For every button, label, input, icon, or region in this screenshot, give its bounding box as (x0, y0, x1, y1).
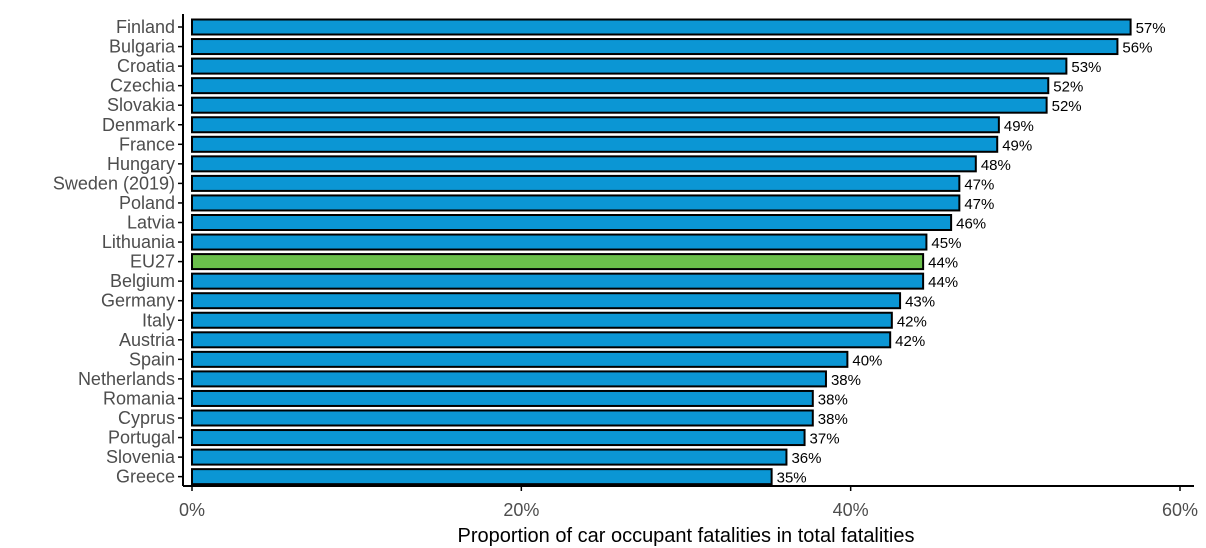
data-label: 47% (964, 196, 994, 213)
bar-greece (191, 468, 773, 486)
y-tick-label: Finland (116, 17, 175, 37)
y-tick-label: Croatia (117, 56, 176, 76)
y-tick-label: Portugal (108, 428, 175, 448)
bar-france (191, 135, 999, 153)
data-label: 52% (1053, 79, 1083, 96)
bar-latvia (191, 214, 953, 231)
y-tick-label: Italy (142, 310, 175, 330)
data-label: 42% (895, 333, 925, 350)
x-tick-label: 0% (179, 500, 205, 520)
data-label: 47% (964, 176, 994, 193)
x-tick-label: 40% (833, 500, 869, 520)
data-label: 38% (818, 391, 848, 408)
bar-finland (191, 18, 1132, 36)
y-tick-label: Netherlands (78, 369, 175, 389)
data-label: 35% (777, 470, 807, 487)
data-label: 42% (897, 313, 927, 330)
y-tick-label: Sweden (2019) (53, 173, 175, 193)
bar-slovakia (191, 96, 1048, 114)
bar-czechia (191, 77, 1050, 95)
data-label: 38% (831, 372, 861, 389)
bar-austria (191, 331, 892, 349)
data-label: 49% (1002, 137, 1032, 154)
y-tick-label: Hungary (107, 154, 175, 174)
bar-denmark (191, 116, 1000, 134)
bar-sweden-2019 (191, 174, 961, 192)
y-tick-label: Poland (119, 193, 175, 213)
bar-bulgaria (191, 38, 1119, 56)
bar-slovenia (191, 448, 788, 466)
data-label: 52% (1052, 98, 1082, 115)
bar-portugal (191, 429, 806, 447)
y-tick-label: Romania (103, 388, 176, 408)
bar-spain (191, 350, 849, 368)
bar-italy (191, 311, 893, 329)
bar-eu27 (191, 253, 925, 271)
y-tick-label: Cyprus (118, 408, 175, 428)
data-label: 49% (1004, 118, 1034, 135)
bars-layer: 57% 56% 53% 52% 52% 49% 49% 48% 47% 47% 46% 45% 44% 4… (191, 18, 1166, 487)
x-tick-label: 60% (1162, 500, 1198, 520)
data-label: 36% (791, 450, 821, 467)
data-label: 45% (931, 235, 961, 252)
bar-netherlands (191, 370, 827, 388)
data-label: 56% (1122, 40, 1152, 57)
data-label: 37% (810, 431, 840, 448)
y-tick-label: Slovakia (107, 95, 176, 115)
bar-romania (191, 389, 814, 407)
data-label: 57% (1136, 20, 1166, 37)
x-axis: 0% 20% 40% 60% (179, 485, 1198, 520)
y-tick-label: Denmark (102, 115, 176, 135)
y-tick-label: France (119, 134, 175, 154)
y-tick-label: Greece (116, 467, 175, 487)
y-tick-label: EU27 (130, 252, 175, 272)
data-label: 44% (928, 274, 958, 291)
bar-poland (191, 194, 961, 212)
y-tick-label: Germany (101, 291, 175, 311)
bar-croatia (191, 57, 1068, 75)
y-tick-label: Austria (119, 330, 176, 350)
y-axis: FinlandBulgariaCroatiaCzechiaSlovakiaDen… (53, 14, 184, 487)
y-tick-label: Spain (129, 349, 175, 369)
data-label: 38% (818, 411, 848, 428)
x-axis-title: Proportion of car occupant fatalities in… (458, 525, 915, 547)
bar-germany (191, 292, 902, 310)
y-tick-label: Bulgaria (109, 37, 176, 57)
data-label: 43% (905, 294, 935, 311)
bar-hungary (191, 155, 977, 173)
x-tick-label: 20% (503, 500, 539, 520)
data-label: 40% (852, 352, 882, 369)
bar-belgium (191, 272, 925, 290)
y-tick-label: Latvia (127, 213, 176, 233)
y-tick-label: Belgium (110, 271, 175, 291)
bar-cyprus (191, 409, 814, 427)
data-label: 48% (981, 157, 1011, 174)
y-tick-label: Lithuania (102, 232, 176, 252)
y-tick-label: Slovenia (106, 447, 176, 467)
y-tick-label: Czechia (110, 76, 176, 96)
data-label: 53% (1071, 59, 1101, 76)
bar-lithuania (191, 233, 928, 251)
data-label: 44% (928, 255, 958, 272)
data-label: 46% (956, 216, 986, 233)
